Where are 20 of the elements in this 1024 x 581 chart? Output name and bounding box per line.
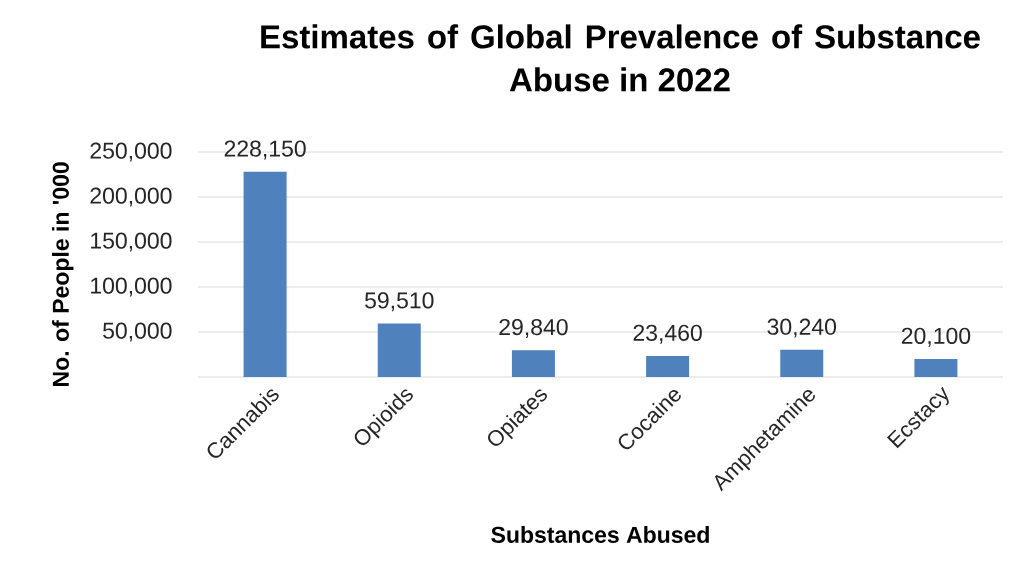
y-tick-label: 150,000 xyxy=(91,232,172,252)
data-label: 29,840 xyxy=(499,318,568,338)
data-label: 228,150 xyxy=(224,140,306,160)
x-axis-title: Substances Abused xyxy=(491,526,709,543)
y-tick-label: 200,000 xyxy=(90,187,172,207)
bar xyxy=(646,355,690,377)
bar xyxy=(511,350,555,377)
y-axis-title: No. of People in '000 xyxy=(52,162,74,386)
y-tick-label: 250,000 xyxy=(90,142,172,162)
data-label: 23,460 xyxy=(633,324,702,344)
y-tick-label: 50,000 xyxy=(103,322,172,342)
y-tick-label: 100,000 xyxy=(91,277,172,297)
bar xyxy=(377,323,421,377)
data-label: 59,510 xyxy=(365,292,434,312)
data-label: 20,100 xyxy=(901,327,971,347)
bar xyxy=(780,349,824,377)
chart-title: Estimates of Global Prevalence of Substance Abuse in 2022 xyxy=(261,24,980,92)
bar xyxy=(914,358,958,377)
bar xyxy=(243,171,287,377)
data-label: 30,240 xyxy=(767,318,837,338)
